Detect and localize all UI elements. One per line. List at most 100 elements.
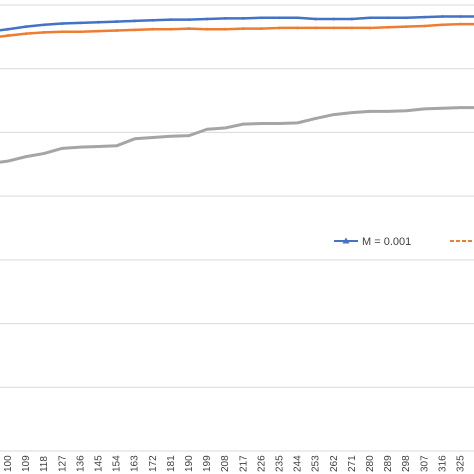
series-line-1 <box>0 15 474 32</box>
x-tick-label: 181 <box>166 455 177 472</box>
data-point <box>97 29 100 33</box>
x-tick-label: 109 <box>21 455 32 472</box>
data-point <box>223 27 227 31</box>
x-tick-label: 136 <box>75 455 86 472</box>
data-point <box>115 29 118 32</box>
x-tick-label: 280 <box>365 455 376 472</box>
series-3 <box>0 106 474 164</box>
x-tick-label: 298 <box>401 455 412 472</box>
x-tick-label: 172 <box>148 455 159 472</box>
x-tick-label: 217 <box>238 455 249 472</box>
data-point <box>115 144 118 148</box>
data-point <box>386 110 390 113</box>
data-point <box>97 145 100 148</box>
x-tick-label: 325 <box>456 455 467 472</box>
data-point <box>169 134 173 138</box>
data-point <box>241 122 245 126</box>
data-point <box>404 16 408 20</box>
x-tick-label: 199 <box>202 455 213 472</box>
data-point <box>459 15 462 18</box>
legend: M = 0.001 <box>334 236 474 248</box>
data-point <box>296 16 299 20</box>
data-point <box>151 136 155 139</box>
x-tick-label: 289 <box>383 455 394 472</box>
x-tick-label: 154 <box>112 455 123 472</box>
data-point <box>24 155 28 159</box>
data-point <box>314 117 318 120</box>
data-point <box>260 16 263 20</box>
data-point <box>79 145 82 149</box>
data-point <box>350 26 354 30</box>
data-point <box>422 24 426 28</box>
data-point <box>205 127 209 131</box>
data-point <box>151 18 155 22</box>
data-point <box>296 121 299 125</box>
x-tick-label: 307 <box>419 455 430 472</box>
data-point <box>278 122 281 125</box>
data-point <box>422 15 426 19</box>
data-point <box>42 152 46 155</box>
data-point <box>332 17 336 21</box>
data-point <box>42 23 46 27</box>
data-point <box>368 110 372 113</box>
data-point <box>314 17 318 21</box>
data-point <box>79 21 82 25</box>
data-point <box>260 27 263 30</box>
data-point <box>133 19 137 23</box>
data-point <box>6 27 10 31</box>
x-tick-label: 316 <box>437 455 448 472</box>
data-point <box>422 107 426 111</box>
x-tick-label: 190 <box>184 455 195 472</box>
data-point <box>404 109 408 113</box>
data-point <box>241 27 245 30</box>
data-point <box>368 16 372 20</box>
data-point <box>79 30 82 34</box>
x-tick-label: 235 <box>275 455 286 472</box>
data-point <box>441 106 444 110</box>
data-point <box>60 30 64 34</box>
data-point <box>6 34 10 37</box>
series-2 <box>0 22 474 38</box>
data-point <box>169 27 173 31</box>
series-1 <box>0 15 474 32</box>
data-point <box>205 27 209 31</box>
data-point <box>314 26 318 30</box>
legend-marker-1 <box>342 237 350 244</box>
data-point <box>441 23 444 27</box>
data-point <box>205 17 209 21</box>
data-point <box>42 30 46 34</box>
data-point <box>187 27 191 30</box>
data-point <box>133 137 137 141</box>
data-point <box>332 113 336 116</box>
data-point <box>241 16 245 20</box>
data-point <box>24 32 28 36</box>
data-point <box>6 159 10 163</box>
x-tick-label: 253 <box>311 455 322 472</box>
x-tick-label: 226 <box>256 455 267 472</box>
x-tick-label: 145 <box>94 455 105 472</box>
x-tick-label: 163 <box>130 455 141 472</box>
series-line-3 <box>0 106 474 164</box>
data-point <box>350 111 354 115</box>
x-tick-label: 100 <box>3 455 14 472</box>
data-point <box>459 22 462 26</box>
data-point <box>223 126 227 130</box>
data-point <box>350 17 354 21</box>
data-point <box>133 28 137 32</box>
data-point <box>151 27 155 31</box>
legend-label-1: M = 0.001 <box>362 236 411 248</box>
x-tick-label: 208 <box>220 455 231 472</box>
x-tick-label: 127 <box>57 455 68 472</box>
data-point <box>169 18 173 22</box>
data-point <box>60 146 64 150</box>
series-layer <box>0 15 474 164</box>
data-point <box>278 26 281 30</box>
x-tick-labels: 100 109 118 127 136 145 154 163 172 181 190 199 208 2… <box>3 455 467 472</box>
data-point <box>332 26 336 30</box>
data-point <box>296 26 299 30</box>
series-line-2 <box>0 22 474 38</box>
data-point <box>187 18 191 22</box>
data-point <box>278 16 281 20</box>
data-point <box>386 16 390 20</box>
